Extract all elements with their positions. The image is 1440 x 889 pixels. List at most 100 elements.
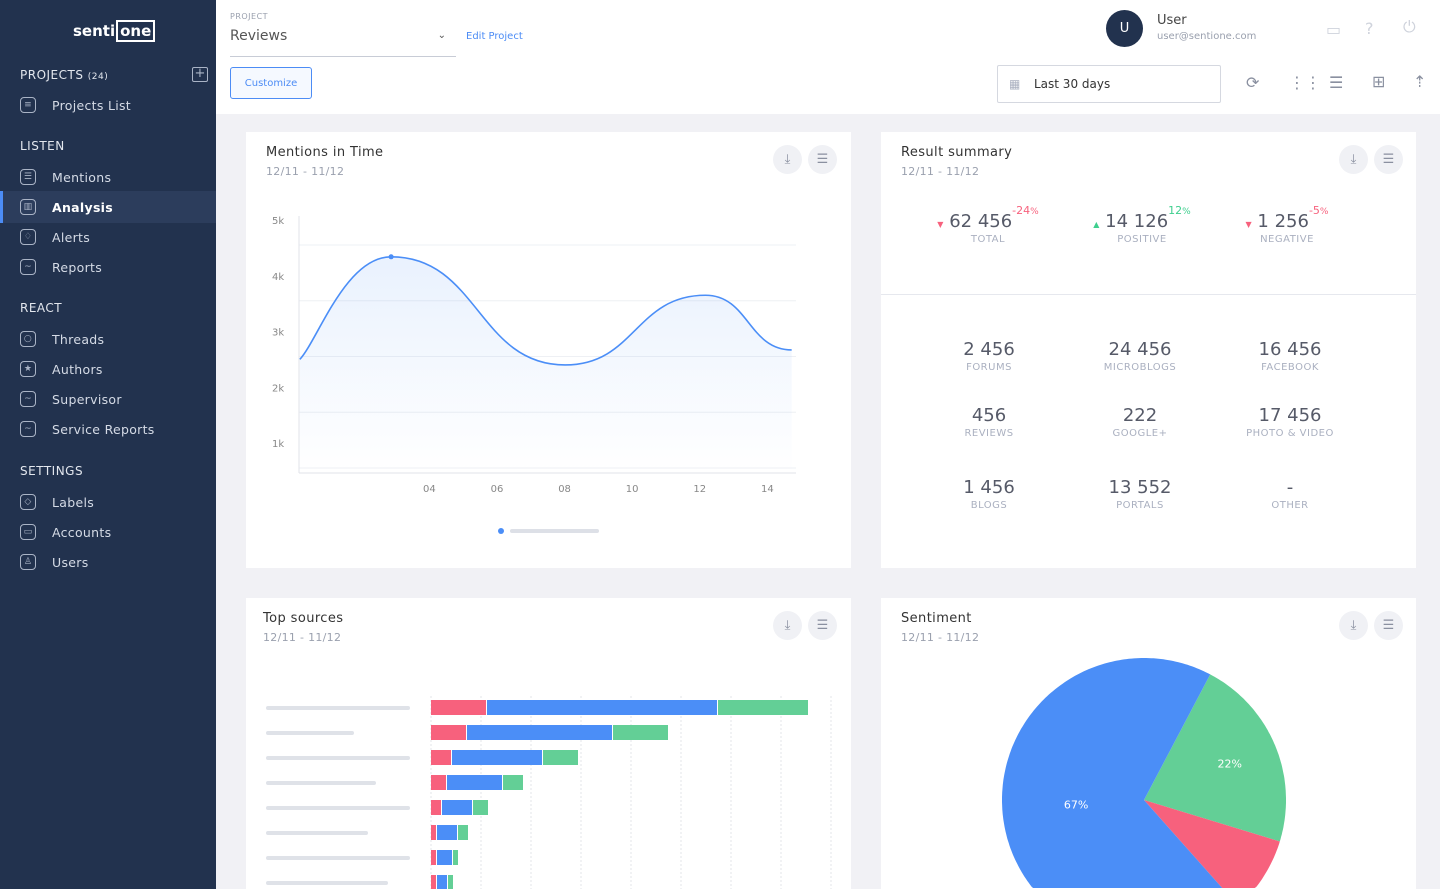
pager-dot[interactable]: [498, 528, 504, 534]
bar-segment[interactable]: [452, 750, 542, 765]
bar-segment[interactable]: [431, 775, 446, 790]
refresh-icon[interactable]: ⟳: [1246, 73, 1260, 92]
bar-segment[interactable]: [431, 875, 436, 889]
bar-segment[interactable]: [613, 725, 668, 740]
line-chart: 5k 4k 3k 2k 1k 04 06 08 10 12 14: [272, 216, 796, 534]
pie-chart: 22% 67%: [1002, 658, 1286, 888]
bar-segment[interactable]: [487, 700, 717, 715]
bar-segment[interactable]: [458, 825, 468, 840]
bar-segment[interactable]: [467, 725, 612, 740]
sidebar-item-projects-list[interactable]: ≡ Projects List: [0, 89, 216, 121]
settings-icon[interactable]: ☰: [808, 145, 837, 174]
authors-icon: ★: [20, 361, 36, 377]
user-email: user@sentione.com: [1157, 31, 1257, 42]
bar-segment[interactable]: [473, 800, 488, 815]
filter-icon[interactable]: ☰: [1329, 73, 1344, 92]
stat-value: 14 126: [1105, 211, 1169, 232]
sidebar-item-accounts[interactable]: ▭ Accounts: [0, 516, 216, 548]
sidebar-item-label: Labels: [52, 494, 95, 510]
bar-segment[interactable]: [437, 850, 452, 865]
card-title: Sentiment: [901, 611, 972, 626]
bar-segment[interactable]: [543, 750, 578, 765]
bar-segment[interactable]: [437, 875, 447, 889]
card-date: 12/11 - 11/12: [266, 165, 345, 178]
bar-segment[interactable]: [718, 700, 808, 715]
sidebar-item-label: Mentions: [52, 169, 112, 185]
date-range-picker[interactable]: ▦ Last 30 days: [997, 65, 1221, 103]
bar-segment[interactable]: [453, 850, 458, 865]
bar-segment[interactable]: [503, 775, 523, 790]
sidebar-item-labels[interactable]: ◇ Labels: [0, 486, 216, 518]
avatar[interactable]: U: [1106, 10, 1143, 47]
stat-label: PORTALS: [1116, 500, 1164, 511]
logo[interactable]: senti one: [73, 20, 156, 42]
settings-icon[interactable]: ☰: [1374, 145, 1403, 174]
pie-slice[interactable]: [1144, 674, 1286, 842]
bar-segment[interactable]: [431, 850, 436, 865]
labels-icon: ◇: [20, 494, 36, 510]
bar-segment[interactable]: [431, 725, 466, 740]
add-widget-icon[interactable]: ⊞: [1372, 72, 1386, 91]
sidebar-item-service-reports[interactable]: ~ Service Reports: [0, 413, 216, 445]
stat-label: POSITIVE: [1117, 234, 1167, 245]
sidebar-item-users[interactable]: ♙ Users: [0, 546, 216, 578]
stat-label: FACEBOOK: [1261, 362, 1319, 373]
scroll-indicator[interactable]: [510, 529, 599, 533]
download-icon[interactable]: ⤓: [1339, 145, 1368, 174]
bar-segment[interactable]: [447, 775, 502, 790]
sidebar-item-mentions[interactable]: ☰ Mentions: [0, 161, 216, 193]
stat-label: MICROBLOGS: [1103, 362, 1177, 373]
source-label-placeholder: [266, 806, 410, 810]
calendar-icon: ▦: [1009, 77, 1021, 91]
stat-label: REVIEWS: [964, 428, 1014, 439]
power-icon[interactable]: ⏻: [1403, 17, 1416, 36]
sidebar: senti one PROJECTS (24) + ≡ Projects List …: [0, 0, 216, 889]
sidebar-item-threads[interactable]: ○ Threads: [0, 323, 216, 355]
sidebar-item-label: Service Reports: [52, 421, 155, 437]
arrow-up-icon: ▲: [1093, 220, 1100, 229]
settings-icon[interactable]: ☰: [808, 611, 837, 640]
sidebar-item-analysis[interactable]: ▥ Analysis: [0, 191, 216, 223]
stat-value: 17 456: [1258, 405, 1322, 426]
summary-stat: ▼ 62 456-24% TOTAL: [908, 204, 1068, 245]
pie-slice[interactable]: [1144, 800, 1280, 888]
project-select[interactable]: Reviews ⌄: [230, 28, 456, 57]
bar-segment[interactable]: [448, 875, 453, 889]
mentions-card: Mentions in Time 12/11 - 11/12 ⤓ ☰ 5k 4k 3…: [246, 132, 851, 568]
stat-label: OTHER: [1271, 500, 1309, 511]
sidebar-item-supervisor[interactable]: ~ Supervisor: [0, 383, 216, 415]
source-label-placeholder: [266, 731, 354, 735]
source-label-placeholder: [266, 831, 368, 835]
bar-segment[interactable]: [437, 825, 457, 840]
source-stat: 13 552 PORTALS: [1060, 477, 1220, 511]
arrow-down-icon: ▼: [937, 220, 944, 229]
export-icon[interactable]: ⇡: [1413, 72, 1427, 91]
card-date: 12/11 - 11/12: [263, 631, 342, 644]
download-icon[interactable]: ⤓: [1339, 611, 1368, 640]
source-stat: 456 REVIEWS: [909, 405, 1069, 439]
download-icon[interactable]: ⤓: [773, 611, 802, 640]
bar-segment[interactable]: [431, 800, 441, 815]
divider: [881, 294, 1416, 295]
grid-icon[interactable]: ⋮⋮: [1289, 73, 1321, 92]
data-point[interactable]: [388, 254, 394, 260]
sidebar-item-alerts[interactable]: ♢ Alerts: [0, 221, 216, 253]
customize-button[interactable]: Customize: [230, 67, 312, 99]
bar-segment[interactable]: [431, 825, 436, 840]
sidebar-item-authors[interactable]: ★ Authors: [0, 353, 216, 385]
add-project-icon[interactable]: +: [192, 67, 208, 82]
analysis-icon: ▥: [20, 199, 36, 215]
bar-segment[interactable]: [442, 800, 472, 815]
pie-slice[interactable]: [1002, 658, 1223, 888]
inbox-icon[interactable]: ▭: [1326, 20, 1342, 39]
help-icon[interactable]: ?: [1365, 19, 1374, 38]
settings-icon[interactable]: ☰: [1374, 611, 1403, 640]
card-date: 12/11 - 11/12: [901, 165, 980, 178]
edit-project-link[interactable]: Edit Project: [466, 31, 523, 42]
bar-segment[interactable]: [431, 750, 451, 765]
y-tick-label: 3k: [272, 328, 284, 339]
bar-segment[interactable]: [431, 700, 486, 715]
sidebar-item-label: Authors: [52, 361, 103, 377]
sidebar-item-reports[interactable]: ~ Reports: [0, 251, 216, 283]
download-icon[interactable]: ⤓: [773, 145, 802, 174]
